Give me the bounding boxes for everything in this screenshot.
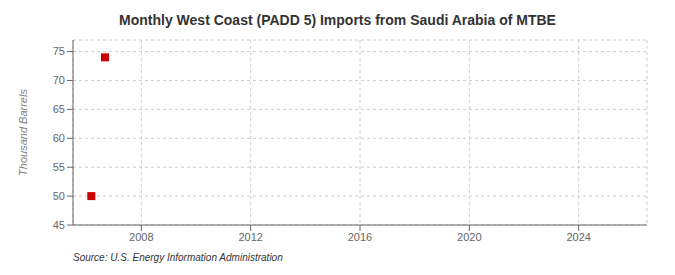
svg-text:60: 60	[53, 132, 65, 144]
svg-text:Thousand Barrels: Thousand Barrels	[17, 89, 29, 176]
svg-text:55: 55	[53, 161, 65, 173]
svg-text:65: 65	[53, 103, 65, 115]
svg-text:2008: 2008	[129, 231, 153, 243]
svg-text:45: 45	[53, 219, 65, 231]
svg-text:70: 70	[53, 74, 65, 86]
html-text:Source: U.S. Energy Informatio: Source: U.S. Energy Information Administ…	[73, 252, 283, 263]
svg-text:2024: 2024	[566, 231, 590, 243]
svg-text:2012: 2012	[238, 231, 262, 243]
svg-text:2016: 2016	[348, 231, 372, 243]
svg-text:2020: 2020	[457, 231, 481, 243]
svg-text:50: 50	[53, 190, 65, 202]
svg-text:75: 75	[53, 45, 65, 57]
html-text:Monthly West Coast (PADD 5) Im: Monthly West Coast (PADD 5) Imports from…	[119, 12, 556, 28]
